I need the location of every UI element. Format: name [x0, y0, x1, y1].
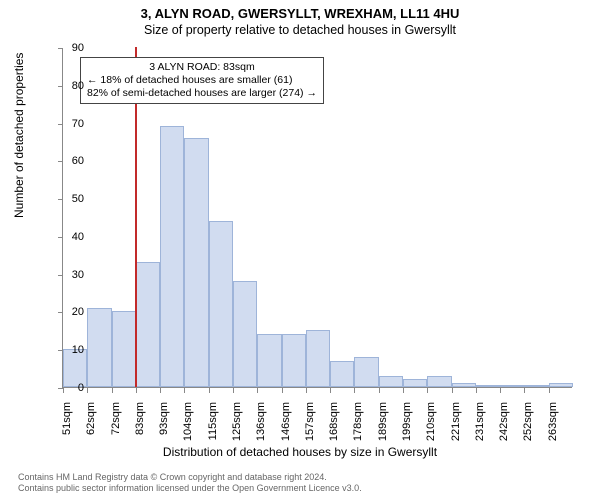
ytick-label: 90 [54, 42, 84, 54]
chart-plot-area: 51sqm62sqm72sqm83sqm93sqm104sqm115sqm125… [62, 48, 572, 388]
footer-line2: Contains public sector information licen… [18, 483, 362, 494]
ytick-label: 0 [54, 382, 84, 394]
histogram-bar [257, 334, 281, 387]
xtick-mark [306, 388, 307, 393]
xtick-mark [330, 388, 331, 393]
xtick-mark [452, 388, 453, 393]
histogram-bar [282, 334, 306, 387]
annotation-line1: 3 ALYN ROAD: 83sqm [87, 61, 317, 74]
xtick-mark [136, 388, 137, 393]
histogram-bar [549, 383, 573, 387]
ytick-label: 30 [54, 269, 84, 281]
annotation-line3: 82% of semi-detached houses are larger (… [87, 87, 317, 100]
xtick-mark [549, 388, 550, 393]
histogram-bar [136, 262, 160, 387]
histogram-bar [160, 126, 184, 387]
ytick-label: 60 [54, 155, 84, 167]
footer-attribution: Contains HM Land Registry data © Crown c… [18, 472, 362, 494]
histogram-bar [112, 311, 136, 387]
histogram-bar [233, 281, 257, 387]
x-axis-label: Distribution of detached houses by size … [0, 445, 600, 459]
xtick-mark [500, 388, 501, 393]
xtick-mark [282, 388, 283, 393]
histogram-bar [354, 357, 378, 387]
xtick-mark [354, 388, 355, 393]
annotation-line2: ← 18% of detached houses are smaller (61… [87, 74, 317, 87]
histogram-bar [87, 308, 111, 387]
ytick-label: 40 [54, 231, 84, 243]
ytick-label: 70 [54, 118, 84, 130]
xtick-mark [476, 388, 477, 393]
xtick-mark [184, 388, 185, 393]
y-axis-label: Number of detached properties [12, 53, 26, 218]
xtick-mark [209, 388, 210, 393]
histogram-bar [452, 383, 476, 387]
histogram-bar [476, 385, 500, 387]
histogram-bar [524, 385, 548, 387]
ytick-label: 50 [54, 193, 84, 205]
ytick-label: 80 [54, 80, 84, 92]
xtick-mark [524, 388, 525, 393]
chart-subtitle: Size of property relative to detached ho… [0, 21, 600, 41]
xtick-mark [257, 388, 258, 393]
annotation-box: 3 ALYN ROAD: 83sqm← 18% of detached hous… [80, 57, 324, 104]
footer-line1: Contains HM Land Registry data © Crown c… [18, 472, 362, 483]
histogram-bar [427, 376, 451, 387]
histogram-bar [330, 361, 354, 387]
xtick-mark [427, 388, 428, 393]
ytick-label: 20 [54, 306, 84, 318]
histogram-bar [184, 138, 208, 387]
xtick-mark [160, 388, 161, 393]
xtick-mark [112, 388, 113, 393]
xtick-mark [87, 388, 88, 393]
histogram-bar [209, 221, 233, 387]
histogram-bar [306, 330, 330, 387]
xtick-mark [403, 388, 404, 393]
xtick-mark [379, 388, 380, 393]
xtick-mark [233, 388, 234, 393]
ytick-label: 10 [54, 344, 84, 356]
histogram-bar [379, 376, 403, 387]
histogram-bar [500, 385, 524, 387]
chart-title-address: 3, ALYN ROAD, GWERSYLLT, WREXHAM, LL11 4… [0, 0, 600, 21]
histogram-bar [403, 379, 427, 387]
